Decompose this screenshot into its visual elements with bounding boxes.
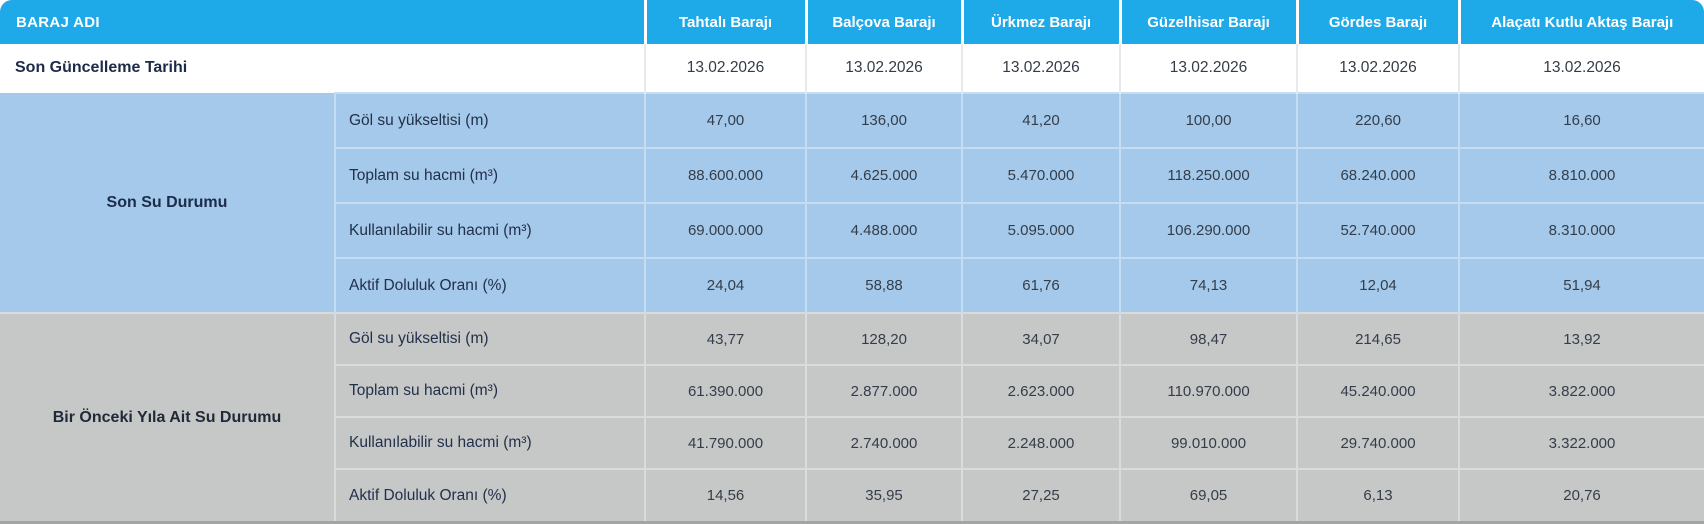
dam-column-header: Balçova Barajı	[804, 0, 963, 44]
metric-value: 99.010.000	[1119, 416, 1298, 469]
metric-value: 8.810.000	[1458, 147, 1704, 203]
update-date-cell: 13.02.2026	[805, 44, 963, 93]
metric-row: Aktif Doluluk Oranı (%) 14,56 35,95 27,2…	[0, 468, 1704, 521]
metric-label: Kullanılabilir su hacmi (m³)	[333, 202, 646, 258]
update-date-cell: 13.02.2026	[1458, 44, 1704, 93]
metric-value: 41.790.000	[644, 416, 807, 469]
metric-value: 2.623.000	[961, 364, 1121, 417]
metric-value: 68.240.000	[1296, 147, 1460, 203]
metric-value: 3.822.000	[1458, 364, 1704, 417]
metric-value: 128,20	[805, 312, 963, 365]
metric-label: Aktif Doluluk Oranı (%)	[333, 257, 646, 313]
metric-value: 43,77	[644, 312, 807, 365]
section-title-current: Son Su Durumu	[0, 93, 335, 313]
metric-value: 220,60	[1296, 92, 1460, 148]
metric-row: Bir Önceki Yıla Ait Su Durumu Göl su yük…	[0, 312, 1704, 521]
metric-value: 2.877.000	[805, 364, 963, 417]
metric-value: 110.970.000	[1119, 364, 1298, 417]
dam-column-header: Ürkmez Barajı	[960, 0, 1121, 44]
update-date-cell: 13.02.2026	[1119, 44, 1298, 93]
update-date-label: Son Güncelleme Tarihi	[15, 59, 188, 76]
metric-value: 3.322.000	[1458, 416, 1704, 469]
update-date-cell: 13.02.2026	[1296, 44, 1460, 93]
metric-value: 24,04	[644, 257, 807, 313]
metric-value: 69,05	[1119, 468, 1298, 521]
metric-value: 8.310.000	[1458, 202, 1704, 258]
metric-value: 45.240.000	[1296, 364, 1460, 417]
metric-value: 6,13	[1296, 468, 1460, 521]
metric-value: 61,76	[961, 257, 1121, 313]
metric-value: 41,20	[961, 92, 1121, 148]
table-bottom-edge	[0, 521, 1704, 524]
metric-value: 5.095.000	[961, 202, 1121, 258]
metric-row: Son Su Durumu Göl su yükseltisi (m) 47,0…	[0, 92, 1704, 313]
metric-row: Toplam su hacmi (m³) 61.390.000 2.877.00…	[0, 364, 1704, 417]
metric-value: 13,92	[1458, 312, 1704, 365]
metric-value: 100,00	[1119, 92, 1298, 148]
dam-column-header: Güzelhisar Barajı	[1118, 0, 1298, 44]
metric-value: 51,94	[1458, 257, 1704, 313]
metric-value: 47,00	[644, 92, 807, 148]
metric-value: 52.740.000	[1296, 202, 1460, 258]
metric-value: 4.488.000	[805, 202, 963, 258]
section-title-previous: Bir Önceki Yıla Ait Su Durumu	[0, 312, 335, 521]
metric-value: 118.250.000	[1119, 147, 1298, 203]
dam-column-header: Alaçatı Kutlu Aktaş Barajı	[1457, 0, 1704, 44]
metric-value: 61.390.000	[644, 364, 807, 417]
metric-label: Göl su yükseltisi (m)	[333, 312, 646, 365]
metric-value: 34,07	[961, 312, 1121, 365]
metric-label: Toplam su hacmi (m³)	[333, 147, 646, 203]
metric-value: 2.248.000	[961, 416, 1121, 469]
dam-column-header: Tahtalı Barajı	[643, 0, 807, 44]
table-header-row: BARAJ ADI Tahtalı Barajı Balçova Barajı …	[0, 0, 1704, 44]
update-date-cell: 13.02.2026	[644, 44, 807, 93]
metric-value: 98,47	[1119, 312, 1298, 365]
metric-row: Kullanılabilir su hacmi (m³) 69.000.000 …	[0, 202, 1704, 258]
update-date-row: Son Güncelleme Tarihi 13.02.2026 13.02.2…	[0, 44, 1704, 93]
metric-value: 88.600.000	[644, 147, 807, 203]
metric-label: Aktif Doluluk Oranı (%)	[333, 468, 646, 521]
baraj-adi-header: BARAJ ADI	[0, 0, 646, 44]
metric-row: Toplam su hacmi (m³) 88.600.000 4.625.00…	[0, 147, 1704, 203]
metric-value: 4.625.000	[805, 147, 963, 203]
metric-value: 35,95	[805, 468, 963, 521]
metric-value: 14,56	[644, 468, 807, 521]
metric-value: 106.290.000	[1119, 202, 1298, 258]
metric-row: Aktif Doluluk Oranı (%) 24,04 58,88 61,7…	[0, 257, 1704, 313]
metric-label: Göl su yükseltisi (m)	[333, 92, 646, 148]
metric-value: 214,65	[1296, 312, 1460, 365]
metric-value: 136,00	[805, 92, 963, 148]
metric-value: 20,76	[1458, 468, 1704, 521]
metric-value: 74,13	[1119, 257, 1298, 313]
metric-value: 2.740.000	[805, 416, 963, 469]
metric-value: 16,60	[1458, 92, 1704, 148]
metric-value: 5.470.000	[961, 147, 1121, 203]
metric-value: 58,88	[805, 257, 963, 313]
update-date-cell: 13.02.2026	[961, 44, 1121, 93]
metric-value: 69.000.000	[644, 202, 807, 258]
metric-value: 27,25	[961, 468, 1121, 521]
metric-label: Toplam su hacmi (m³)	[333, 364, 646, 417]
metric-row: Kullanılabilir su hacmi (m³) 41.790.000 …	[0, 416, 1704, 469]
metric-label: Kullanılabilir su hacmi (m³)	[333, 416, 646, 469]
dam-column-header: Gördes Barajı	[1295, 0, 1460, 44]
metric-value: 12,04	[1296, 257, 1460, 313]
metric-value: 29.740.000	[1296, 416, 1460, 469]
